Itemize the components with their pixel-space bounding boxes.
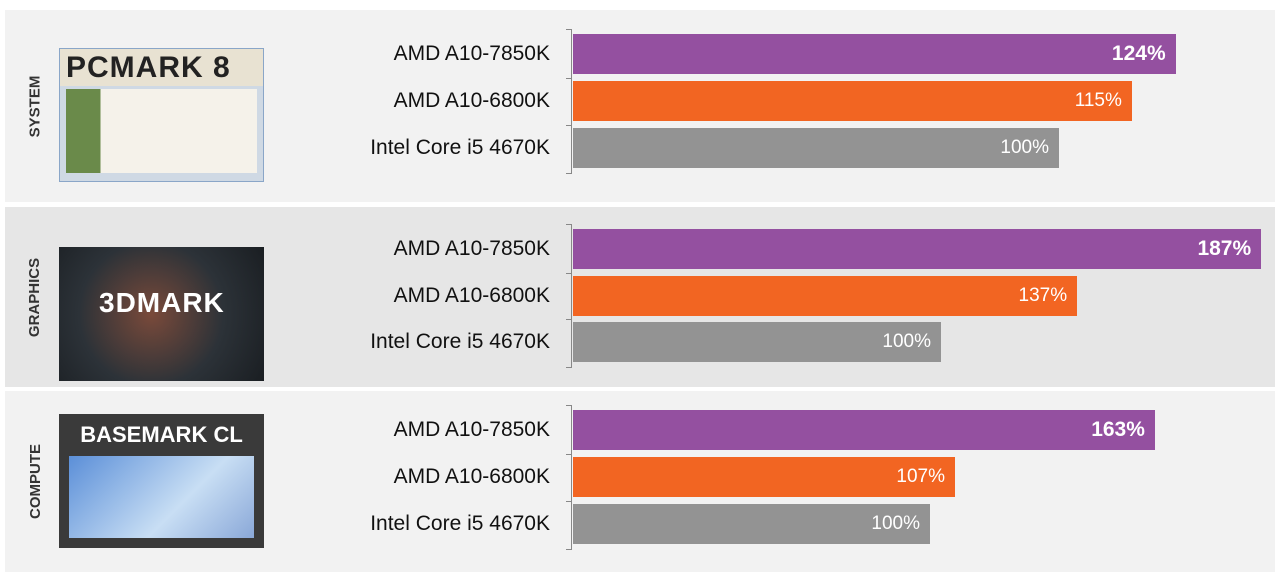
category-text: COMPUTE [26, 444, 44, 519]
axis-line [571, 224, 572, 367]
bar-intel-core-i5-4670k: 100% [573, 128, 1059, 168]
bar-label: Intel Core i5 4670K [370, 512, 550, 535]
axis-line [571, 405, 572, 549]
bar-label: AMD A10-6800K [393, 284, 550, 307]
bar-label: Intel Core i5 4670K [370, 136, 550, 159]
category-label: COMPUTE [23, 391, 47, 572]
axis-line [571, 29, 572, 173]
axis-tick [566, 224, 572, 225]
bar-amd-a10-6800k: 115% [573, 81, 1132, 121]
benchmark-logo: PCMARK 8 [59, 48, 264, 182]
bar-amd-a10-6800k: 107% [573, 457, 955, 497]
bar-amd-a10-6800k: 137% [573, 276, 1078, 316]
bar-intel-core-i5-4670k: 100% [573, 504, 930, 544]
bar-label: AMD A10-7850K [393, 42, 550, 65]
bar-value-label: 107% [896, 466, 945, 487]
bar-label: AMD A10-6800K [393, 465, 550, 488]
axis-tick [566, 405, 572, 406]
bar-value-label: 137% [1018, 285, 1068, 306]
benchmark-logo-text: PCMARK 8 [66, 51, 231, 84]
benchmark-logo: 3DMARK [59, 247, 264, 381]
category-label: SYSTEM [23, 10, 47, 202]
bar-intel-core-i5-4670k: 100% [573, 322, 941, 362]
bar-value-label: 187% [1197, 237, 1252, 260]
bar-amd-a10-7850k: 124% [573, 34, 1176, 74]
benchmark-logo-text: BASEMARK CL [80, 422, 243, 447]
axis-tick [566, 549, 572, 550]
bar-value-label: 163% [1091, 418, 1145, 441]
bar-label: AMD A10-7850K [393, 237, 550, 260]
axis-tick [566, 367, 572, 368]
bar-label: Intel Core i5 4670K [370, 330, 550, 353]
bar-label: AMD A10-6800K [393, 89, 550, 112]
bar-amd-a10-7850k: 163% [573, 410, 1155, 450]
category-text: SYSTEM [26, 75, 44, 137]
bar-value-label: 115% [1074, 90, 1122, 111]
panel-graphics: GRAPHICS 3DMARK AMD A10-7850K 187% AMD A10-6… [5, 207, 1275, 387]
category-label: GRAPHICS [23, 207, 47, 387]
axis-tick [566, 173, 572, 174]
bar-value-label: 124% [1111, 42, 1166, 65]
bar-value-label: 100% [871, 513, 920, 534]
bar-label: AMD A10-7850K [393, 418, 550, 441]
benchmark-logo-text: 3DMARK [99, 287, 225, 318]
panel-compute: COMPUTE BASEMARK CL AMD A10-7850K 163% AMD A… [5, 391, 1275, 572]
category-text: GRAPHICS [26, 257, 44, 337]
logo-screenshot [69, 456, 254, 538]
bar-value-label: 100% [882, 331, 931, 352]
axis-tick [566, 29, 572, 30]
axis-tick [566, 453, 572, 455]
benchmark-logo: BASEMARK CL [59, 414, 264, 548]
bar-value-label: 100% [1000, 137, 1049, 158]
axis-tick [566, 272, 572, 274]
axis-tick [566, 319, 572, 320]
logo-screenshot [66, 89, 257, 173]
axis-tick [566, 77, 572, 79]
axis-tick [566, 500, 572, 502]
panel-system: SYSTEM PCMARK 8 AMD A10-7850K 124% AMD A10-6… [5, 10, 1275, 202]
bar-amd-a10-7850k: 187% [573, 229, 1262, 269]
axis-tick [566, 124, 572, 126]
